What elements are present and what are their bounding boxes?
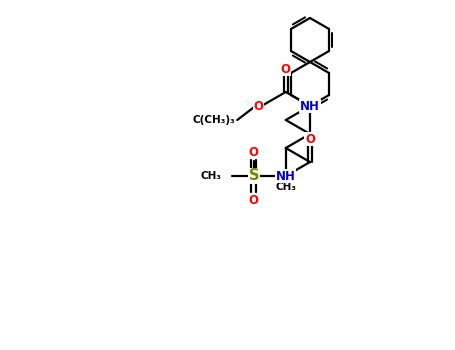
Text: CH₃: CH₃ (275, 182, 296, 192)
Text: S: S (248, 168, 259, 183)
Text: O: O (249, 146, 259, 159)
Text: C(CH₃)₃: C(CH₃)₃ (192, 115, 235, 125)
Text: O: O (281, 63, 291, 76)
Text: O: O (305, 133, 315, 146)
Text: NH: NH (300, 99, 320, 112)
Text: O: O (249, 194, 259, 206)
Text: NH: NH (276, 169, 296, 182)
Text: CH₃: CH₃ (201, 171, 222, 181)
Text: O: O (253, 99, 263, 112)
